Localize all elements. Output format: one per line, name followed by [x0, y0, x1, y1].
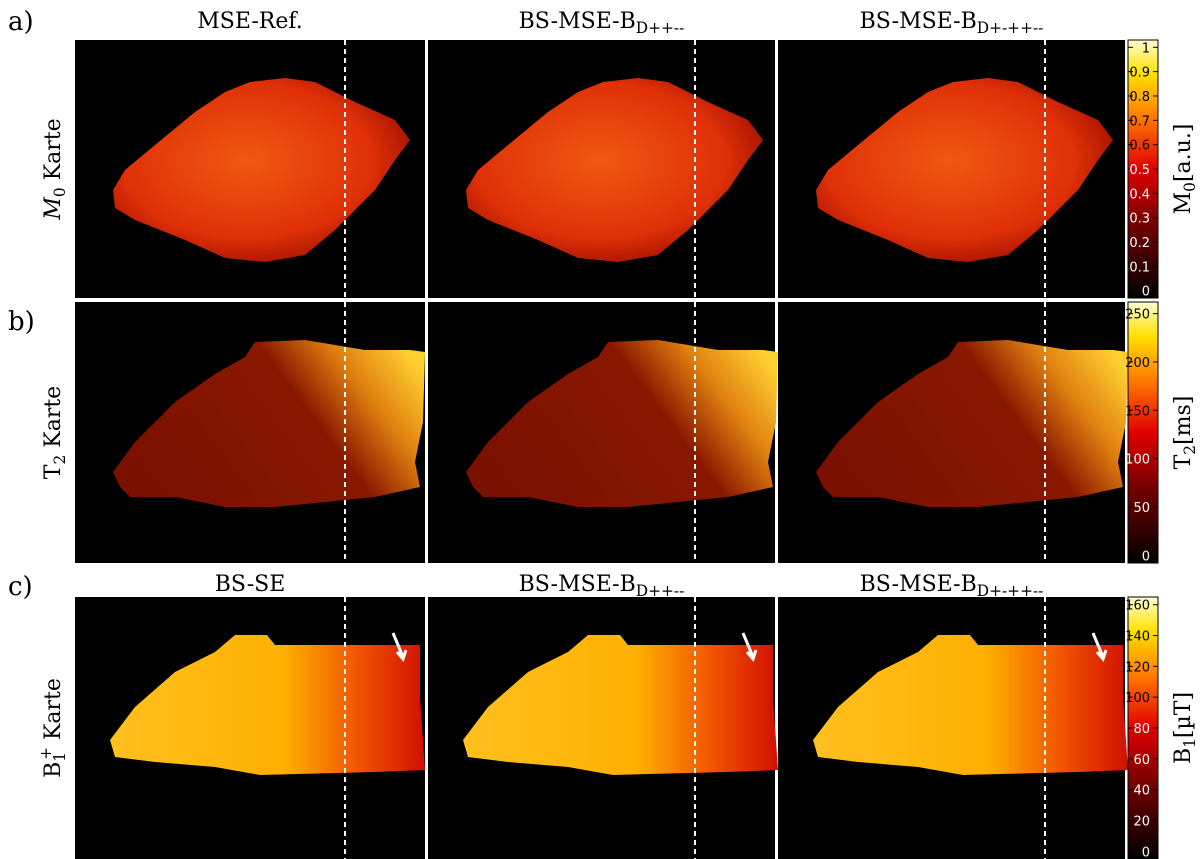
colorbar-tick-label: 140: [1125, 630, 1150, 645]
text-main: BS-SE: [215, 572, 286, 597]
colorbar-tick-label: 120: [1125, 660, 1150, 675]
panel-label: b): [8, 307, 35, 337]
colorbar-tick-label: 0.4: [1129, 187, 1150, 202]
row-label: B1+ Karte: [37, 678, 69, 778]
subscript: 2: [1181, 445, 1199, 455]
row-label: M0 Karte: [41, 118, 69, 220]
colorbar-tick-label: 20: [1133, 814, 1150, 829]
colorbar-tick-label: 60: [1133, 753, 1150, 768]
colorbar-tick-label: 40: [1133, 784, 1150, 799]
colorbar-tick-label: 0: [1142, 549, 1150, 564]
row-label: T2 Karte: [41, 386, 69, 479]
colorbar-tick-label: 0.9: [1129, 66, 1150, 81]
colorbar-tick-label: 80: [1133, 722, 1150, 737]
column-title: BS-MSE-BD+-++--: [860, 9, 1044, 37]
colorbar-tick-label: 50: [1133, 501, 1150, 516]
figure: a)M0 Karte00.10.20.30.40.50.60.70.80.91M…: [0, 0, 1203, 859]
text-main: M: [41, 197, 66, 221]
colorbar-tick-label: 0.1: [1129, 260, 1150, 275]
colorbar-tick-label: 0: [1142, 285, 1150, 300]
colorbar-tick-label: 0.3: [1129, 212, 1150, 227]
subscript: D+-++--: [977, 582, 1044, 600]
colorbar-label: M0[a.u.]: [1171, 124, 1199, 215]
colorbar-tick-label: 250: [1125, 308, 1150, 323]
colorbar-tick-label: 100: [1125, 691, 1150, 706]
colorbar-tick-label: 100: [1125, 453, 1150, 468]
subscript: 0: [1181, 182, 1199, 192]
superscript: +: [37, 747, 55, 760]
text-main: M: [1171, 192, 1196, 215]
text-main: B: [41, 762, 66, 778]
subscript: 0: [51, 187, 69, 197]
text-rest: Karte: [41, 386, 66, 455]
panel-label: a): [8, 7, 34, 37]
text-rest: [a.u.]: [1171, 124, 1196, 182]
column-title: MSE-Ref.: [197, 9, 302, 34]
text-main: BS-MSE-B: [519, 9, 636, 34]
subscript: D++--: [636, 582, 685, 600]
colorbar-tick-label: 150: [1125, 404, 1150, 419]
text-rest: [µT]: [1171, 692, 1196, 738]
text-rest: Karte: [41, 678, 66, 747]
text-rest: Karte: [41, 118, 66, 187]
colorbar-tick-label: 0.7: [1129, 114, 1150, 129]
text-rest: [ms]: [1171, 396, 1196, 445]
text-main: BS-MSE-B: [519, 572, 636, 597]
subscript: D++--: [636, 19, 685, 37]
column-title: BS-MSE-BD++--: [519, 9, 685, 37]
colorbar: [1128, 302, 1158, 563]
colorbar-tick-label: 200: [1125, 356, 1150, 371]
colorbar-tick-label: 0.5: [1129, 163, 1150, 178]
colorbar-tick-label: 0: [1142, 845, 1150, 859]
colorbar-tick-label: 0.2: [1129, 236, 1150, 251]
text-main: MSE-Ref.: [197, 9, 302, 34]
colorbar-tick-label: 0.6: [1129, 139, 1150, 154]
text-main: T: [1171, 454, 1196, 469]
panel-label: c): [8, 572, 33, 602]
subscript: D+-++--: [977, 19, 1044, 37]
text-main: BS-MSE-B: [860, 9, 977, 34]
column-title: BS-MSE-BD+-++--: [860, 572, 1044, 600]
subscript: 2: [51, 455, 69, 465]
colorbar-label: T2[ms]: [1171, 396, 1199, 470]
colorbar-label: B1[µT]: [1171, 692, 1199, 764]
text-main: T: [41, 464, 66, 479]
colorbar-tick-label: 0.8: [1129, 90, 1150, 105]
colorbar-tick-label: 1: [1142, 41, 1150, 56]
text-main: B: [1171, 748, 1196, 764]
text-main: BS-MSE-B: [860, 572, 977, 597]
page: {"panels":[ {"label":"a)","row_label":{"…: [0, 0, 1203, 859]
colorbar-tick-label: 160: [1125, 599, 1150, 614]
subscript: 1: [1181, 738, 1199, 748]
column-title: BS-SE: [215, 572, 286, 597]
column-title: BS-MSE-BD++--: [519, 572, 685, 600]
